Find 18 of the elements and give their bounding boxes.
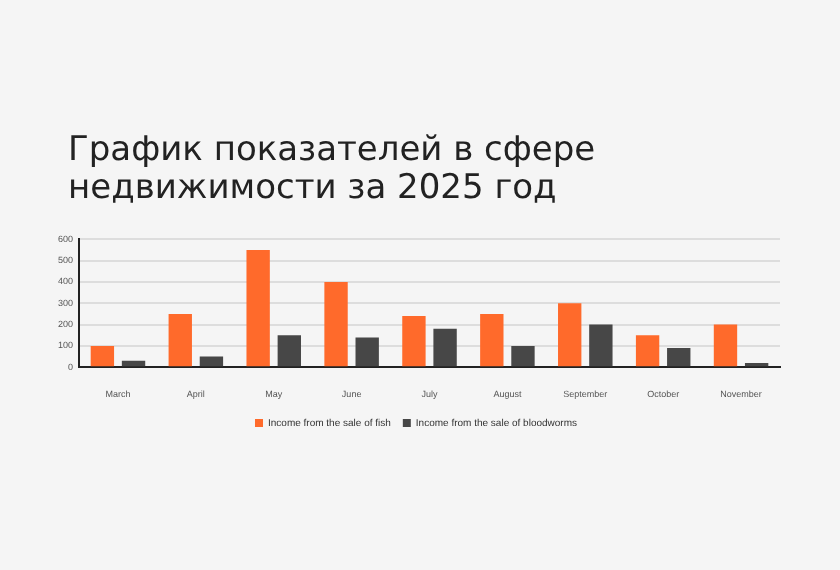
chart-title: График показателей в сфере недвижимости за 2025 год [68, 130, 598, 208]
bar [635, 335, 660, 367]
bar [667, 348, 691, 367]
bar [277, 335, 301, 367]
bar [121, 360, 146, 367]
bar [433, 328, 457, 367]
bar [589, 324, 613, 367]
bar [324, 282, 348, 367]
bar [402, 316, 426, 367]
bar [713, 324, 738, 367]
bar [355, 337, 379, 367]
bar [168, 313, 192, 367]
bar [480, 313, 504, 367]
bar [246, 250, 270, 367]
bar [511, 345, 535, 367]
bar [90, 345, 115, 367]
bar [199, 356, 224, 367]
bar [558, 303, 582, 367]
